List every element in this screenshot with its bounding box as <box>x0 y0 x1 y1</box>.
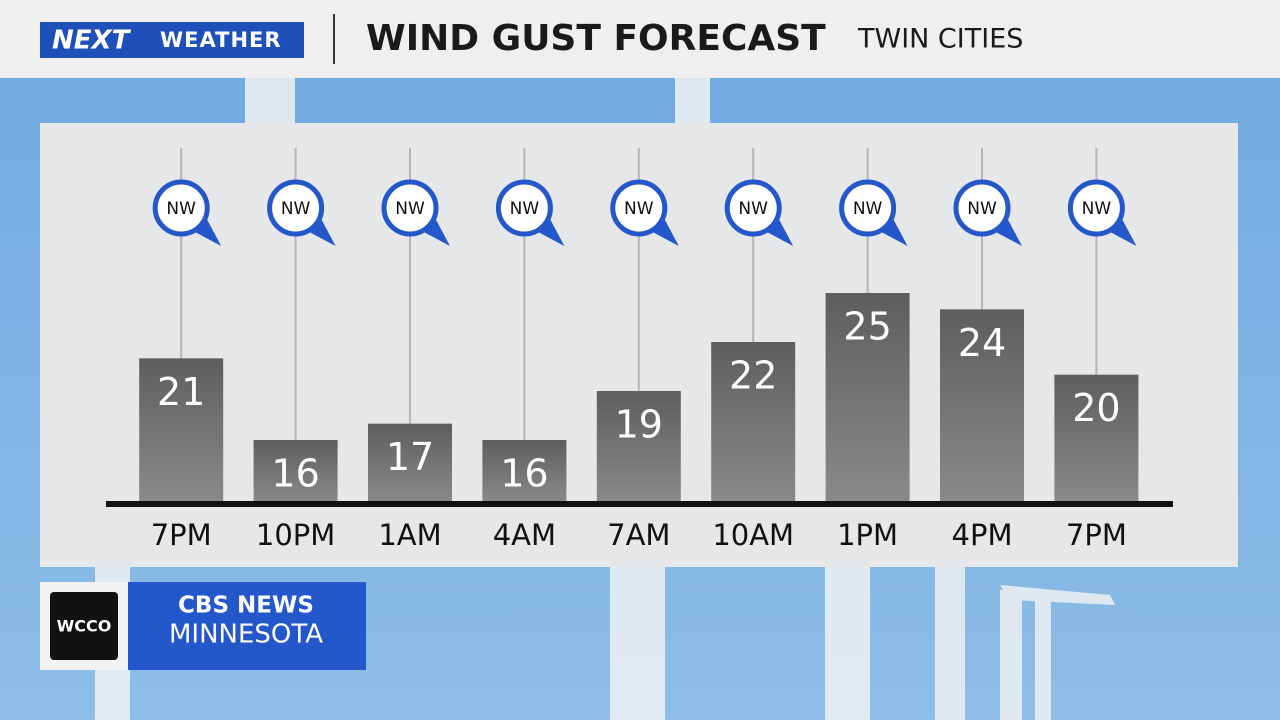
value-label: 21 <box>157 370 205 414</box>
pin <box>610 179 668 237</box>
bar <box>940 309 1024 503</box>
bar <box>139 358 224 503</box>
logo-main: NEXT <box>52 26 132 56</box>
value-label: 22 <box>729 354 777 398</box>
baseline <box>106 501 1173 507</box>
logo-box <box>40 22 304 58</box>
direction: NW <box>281 199 311 219</box>
x-tick-label: 4PM <box>952 518 1013 552</box>
station-logo <box>50 592 118 660</box>
direction: NW <box>967 199 997 219</box>
pin <box>839 179 897 237</box>
value-label: 19 <box>615 403 663 447</box>
bar <box>711 342 796 503</box>
direction: NW <box>1082 199 1112 219</box>
value-label: 25 <box>843 305 891 349</box>
x-tick-label: 4AM <box>493 518 556 552</box>
bar <box>482 440 567 503</box>
x-tick-label: 10AM <box>712 518 794 552</box>
pin <box>381 179 439 237</box>
network: CBS NEWS <box>178 593 314 619</box>
pin <box>724 179 782 237</box>
x-tick-label: 7PM <box>1066 518 1127 552</box>
direction: NW <box>853 199 883 219</box>
region: MINNESOTA <box>169 620 323 650</box>
value-label: 16 <box>271 452 319 496</box>
pin <box>953 179 1011 237</box>
direction: NW <box>624 199 654 219</box>
x-tick-label: 10PM <box>256 518 335 552</box>
x-tick-label: 7AM <box>607 518 670 552</box>
pin <box>495 179 553 237</box>
x-tick-label: 1PM <box>837 518 898 552</box>
bar <box>1054 374 1139 503</box>
value-label: 24 <box>958 321 1006 365</box>
bar <box>368 423 452 503</box>
subtitle: TWIN CITIES <box>857 24 1023 55</box>
bar <box>253 440 338 503</box>
x-tick-label: 7PM <box>151 518 212 552</box>
title: WIND GUST FORECAST <box>366 18 826 59</box>
logo-sub: WEATHER <box>160 28 282 52</box>
direction: NW <box>166 199 196 219</box>
pin <box>152 179 210 237</box>
pin <box>267 179 325 237</box>
plot: NW 21 7PM NW 16 10PM NW 17 1AM NW 16 4AM NW 19 7AM NW 22… <box>139 148 1139 552</box>
direction: NW <box>395 199 425 219</box>
direction: NW <box>738 199 768 219</box>
pin <box>1067 179 1125 237</box>
value-label: 17 <box>386 435 434 479</box>
bar <box>596 391 681 503</box>
value-label: 20 <box>1072 386 1120 430</box>
network-box <box>128 582 366 670</box>
x-tick-label: 1AM <box>378 518 441 552</box>
station: WCCO <box>57 617 112 636</box>
direction: NW <box>510 199 540 219</box>
value-label: 16 <box>500 452 548 496</box>
bar <box>825 293 910 503</box>
